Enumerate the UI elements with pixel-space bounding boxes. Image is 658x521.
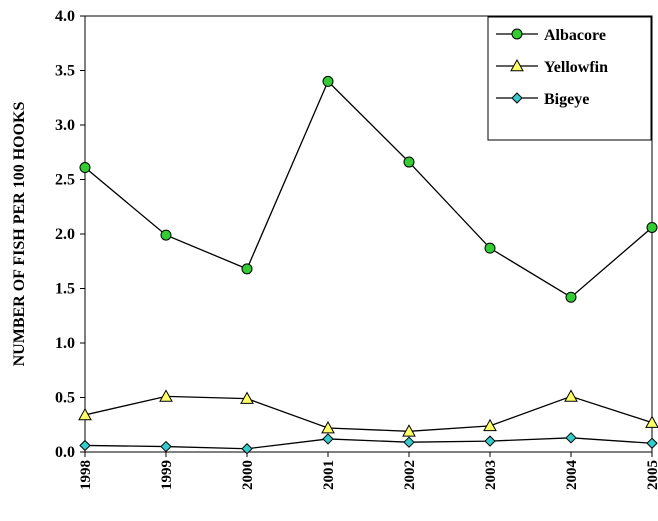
legend-marker-yellowfin bbox=[510, 58, 524, 72]
y-tick-label: 3.5 bbox=[55, 63, 75, 80]
data-point-bigeye bbox=[484, 435, 496, 447]
series-bigeye bbox=[79, 432, 658, 455]
x-tick-label: 2000 bbox=[240, 460, 256, 490]
legend-label-bigeye: Bigeye bbox=[544, 91, 589, 108]
data-point-albacore bbox=[484, 242, 496, 254]
series-line-albacore bbox=[84, 80, 653, 299]
data-point-albacore bbox=[565, 291, 577, 303]
y-tick-label: 4.0 bbox=[55, 8, 75, 25]
x-tick-label: 2005 bbox=[645, 460, 658, 490]
y-tick-label: 2.0 bbox=[55, 226, 75, 243]
data-point-bigeye bbox=[646, 437, 658, 449]
series-yellowfin bbox=[78, 389, 658, 437]
legend: Albacore Yellowfin Bigeye bbox=[487, 16, 652, 141]
data-point-albacore bbox=[160, 229, 172, 241]
data-point-bigeye bbox=[565, 432, 577, 444]
legend-marker-bigeye bbox=[511, 92, 523, 104]
data-point-yellowfin bbox=[159, 389, 173, 402]
data-point-albacore bbox=[403, 156, 415, 168]
legend-label-yellowfin: Yellowfin bbox=[544, 59, 608, 76]
y-tick-label: 0.0 bbox=[55, 444, 75, 461]
y-axis-label: NUMBER OF FISH PER 100 HOOKS bbox=[11, 102, 28, 367]
data-point-albacore bbox=[646, 221, 658, 233]
y-tick-label: 0.5 bbox=[55, 390, 75, 407]
data-point-bigeye bbox=[322, 433, 334, 445]
data-point-yellowfin bbox=[645, 415, 658, 428]
y-tick-label: 2.5 bbox=[55, 172, 75, 189]
data-point-yellowfin bbox=[321, 420, 335, 434]
data-point-bigeye bbox=[403, 436, 415, 448]
x-tick-label: 2002 bbox=[402, 460, 418, 490]
series-albacore bbox=[79, 75, 658, 303]
data-point-yellowfin bbox=[240, 391, 254, 404]
data-point-bigeye bbox=[79, 439, 91, 452]
data-point-yellowfin bbox=[402, 424, 416, 437]
data-point-bigeye bbox=[160, 440, 172, 453]
y-tick-label: 1.0 bbox=[55, 335, 75, 352]
data-point-yellowfin bbox=[78, 407, 92, 421]
chart-axes: 0.0 0.5 1.0 1.5 2.0 2.5 3.0 3.5 4.0 1998 1999 2000 2… bbox=[55, 8, 658, 490]
series-layer bbox=[78, 75, 658, 455]
legend-label-albacore: Albacore bbox=[544, 27, 606, 44]
legend-marker-albacore bbox=[511, 28, 523, 40]
data-point-albacore bbox=[241, 263, 253, 275]
y-tick-label: 1.5 bbox=[55, 281, 75, 298]
series-line-yellowfin bbox=[84, 395, 653, 432]
data-point-yellowfin bbox=[483, 418, 497, 432]
data-point-albacore bbox=[79, 162, 91, 174]
data-point-albacore bbox=[322, 75, 334, 87]
x-tick-label: 2001 bbox=[321, 460, 337, 490]
series-line-bigeye bbox=[84, 437, 653, 450]
data-point-bigeye bbox=[241, 443, 253, 455]
x-tick-label: 2003 bbox=[483, 460, 499, 490]
x-tick-label: 2004 bbox=[564, 460, 580, 491]
data-point-yellowfin bbox=[564, 389, 578, 402]
x-tick-label: 1999 bbox=[159, 460, 175, 490]
x-tick-label: 1998 bbox=[78, 460, 94, 490]
y-tick-label: 3.0 bbox=[55, 117, 75, 134]
